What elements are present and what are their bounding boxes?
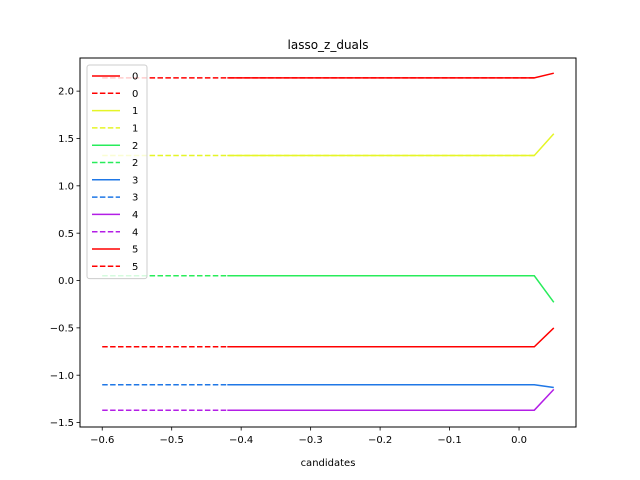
- y-tick-label: −0.5: [50, 323, 74, 334]
- legend-label: 5: [132, 245, 138, 256]
- x-tick-label: −0.6: [90, 435, 114, 446]
- x-tick-label: −0.5: [160, 435, 184, 446]
- y-tick-label: 0.5: [58, 229, 74, 240]
- x-tick-label: −0.1: [437, 435, 461, 446]
- y-tick-label: 0.0: [58, 276, 74, 287]
- plot-frame: [79, 57, 577, 428]
- chart-title: lasso_z_duals: [288, 38, 369, 52]
- y-tick-label: −1.0: [50, 371, 74, 382]
- y-tick-label: 2.0: [58, 87, 74, 98]
- y-tick-label: −1.5: [50, 418, 74, 429]
- legend-label: 5: [132, 262, 138, 273]
- series-line-4-solid: [227, 388, 555, 411]
- x-tick-label: 0.0: [511, 435, 527, 446]
- legend-label: 1: [132, 106, 138, 117]
- y-tick-label: 1.0: [58, 181, 74, 192]
- series-line-2-solid: [227, 275, 555, 303]
- legend-label: 2: [132, 141, 138, 152]
- legend-label: 3: [132, 175, 138, 186]
- x-axis: −0.6 −0.5 −0.4 −0.3 −0.2 −0.1 0.0: [90, 427, 527, 446]
- legend-label: 4: [132, 227, 138, 238]
- legend-label: 4: [132, 210, 138, 221]
- series-layer: [102, 72, 555, 411]
- x-tick-label: −0.4: [229, 435, 253, 446]
- series-line-5-solid: [227, 327, 555, 348]
- y-tick-label: 1.5: [58, 134, 74, 145]
- x-tick-label: −0.3: [298, 435, 322, 446]
- legend: 0 0 1 1 2 2 3 3 4 4 5 5: [86, 64, 148, 280]
- legend-label: 1: [132, 124, 138, 135]
- series-line-1-solid: [227, 133, 555, 157]
- legend-label: 2: [132, 158, 138, 169]
- legend-label: 0: [132, 72, 138, 83]
- x-tick-label: −0.2: [368, 435, 392, 446]
- x-axis-label: candidates: [301, 458, 356, 469]
- legend-label: 3: [132, 193, 138, 204]
- y-axis: −1.5 −1.0 −0.5 0.0 0.5 1.0 1.5 2.0: [50, 87, 80, 429]
- legend-box: [86, 64, 148, 280]
- legend-label: 0: [132, 89, 138, 100]
